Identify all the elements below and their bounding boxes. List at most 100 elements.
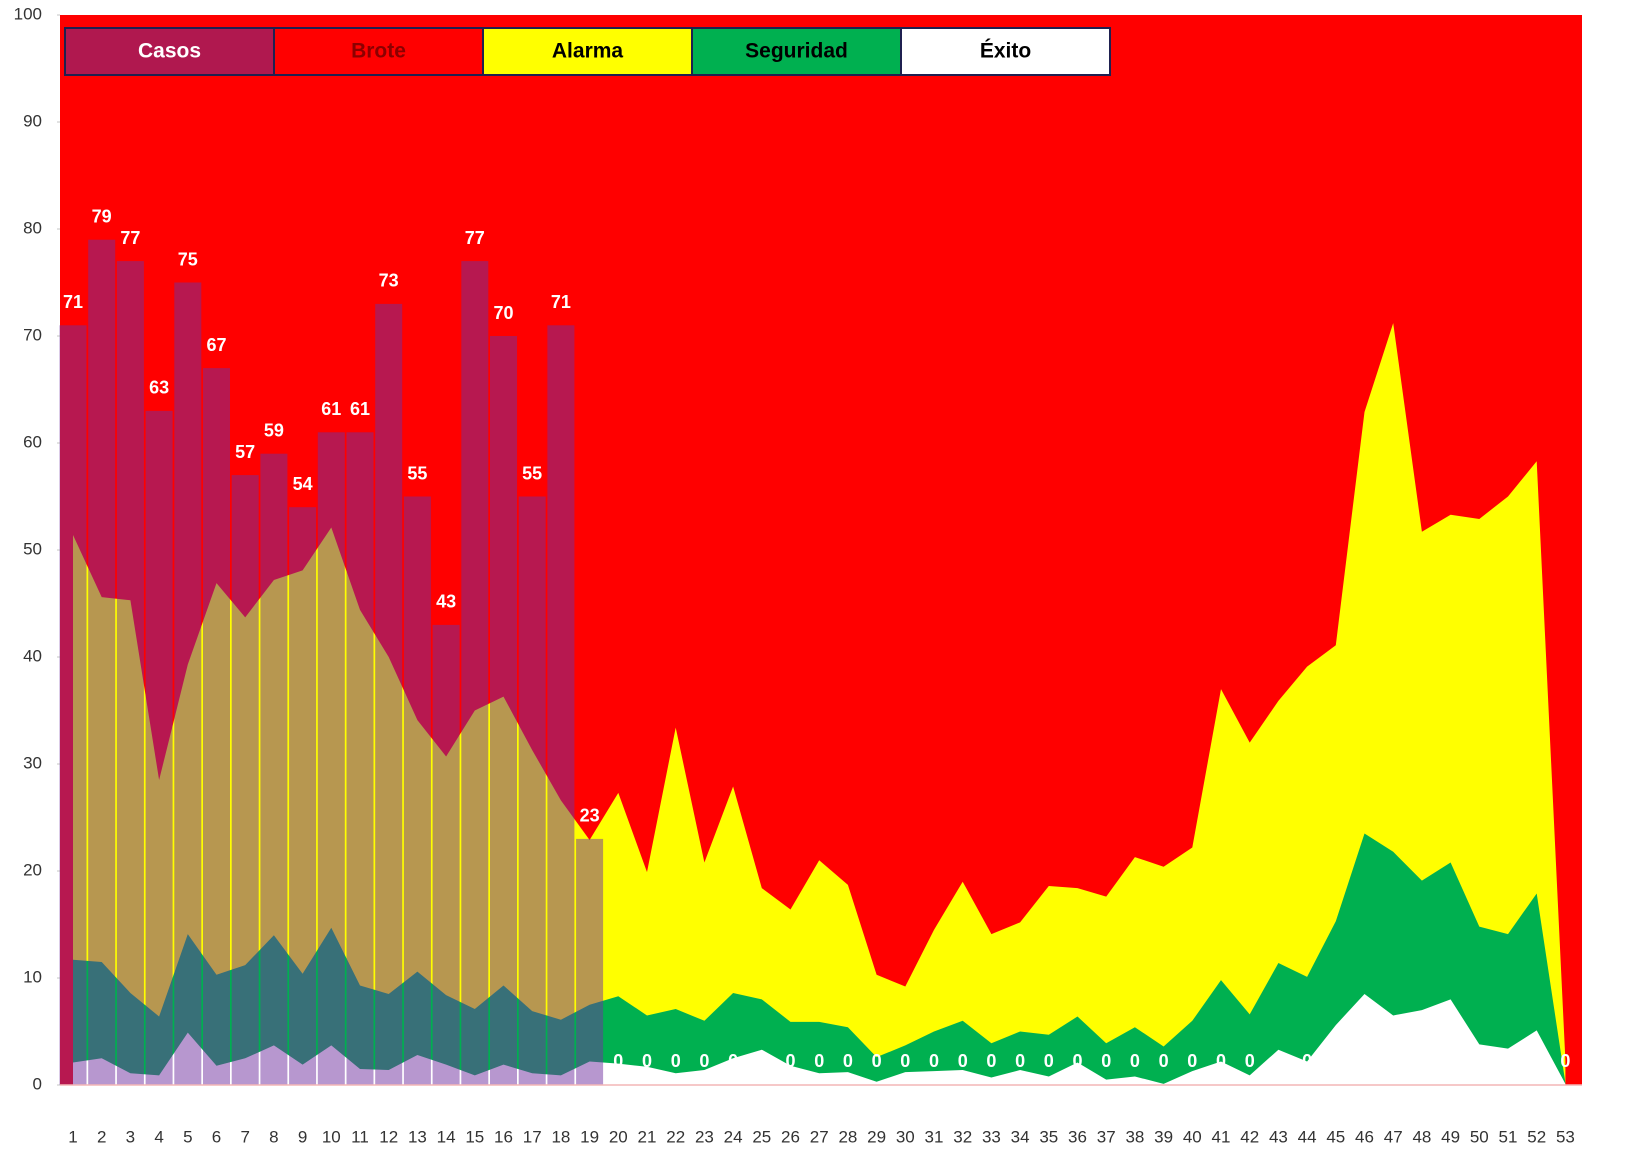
bar (490, 336, 517, 1085)
legend-swatch (482, 27, 693, 76)
data-label: 61 (350, 399, 370, 419)
y-tick-label: 30 (23, 753, 42, 772)
data-label: 71 (551, 292, 571, 312)
data-label: 0 (1273, 1051, 1283, 1071)
x-tick-label: 37 (1097, 1127, 1116, 1146)
data-label: 0 (699, 1051, 709, 1071)
x-tick-label: 24 (724, 1127, 743, 1146)
y-tick-label: 10 (23, 967, 42, 986)
y-tick-label: 40 (23, 646, 42, 665)
data-label: 55 (407, 463, 427, 483)
x-tick-label: 50 (1470, 1127, 1489, 1146)
bar (518, 496, 546, 1085)
data-label: 0 (986, 1051, 996, 1071)
data-label: 0 (785, 1051, 795, 1071)
bar (260, 453, 288, 1085)
bar (317, 432, 345, 1085)
data-label: 63 (149, 378, 169, 398)
x-tick-label: 43 (1269, 1127, 1288, 1146)
x-tick-label: 52 (1527, 1127, 1546, 1146)
x-tick-label: 39 (1154, 1127, 1173, 1146)
y-tick-label: 100 (14, 4, 42, 23)
x-tick-label: 5 (183, 1127, 192, 1146)
x-tick-label: 12 (379, 1127, 398, 1146)
x-tick-label: 31 (925, 1127, 944, 1146)
data-label: 75 (178, 249, 198, 269)
data-label: 0 (1187, 1051, 1197, 1071)
legend-swatch (900, 27, 1111, 76)
x-tick-label: 47 (1384, 1127, 1403, 1146)
bar (116, 261, 144, 1086)
x-tick-label: 22 (666, 1127, 685, 1146)
data-label: 0 (671, 1051, 681, 1071)
data-label: 0 (1245, 1051, 1255, 1071)
x-tick-label: 3 (126, 1127, 135, 1146)
x-tick-label: 53 (1556, 1127, 1575, 1146)
y-tick-label: 50 (23, 539, 42, 558)
x-tick-label: 33 (982, 1127, 1001, 1146)
data-label: 0 (613, 1051, 623, 1071)
bar (547, 325, 575, 1085)
data-label: 0 (1159, 1051, 1169, 1071)
legend-label: Alarma (552, 40, 624, 63)
bar (346, 432, 374, 1085)
data-label: 0 (1302, 1051, 1312, 1071)
data-label: 0 (1503, 1051, 1513, 1071)
data-label: 0 (1331, 1051, 1341, 1071)
legend-label: Seguridad (745, 40, 848, 63)
y-tick-label: 60 (23, 432, 42, 451)
x-tick-label: 15 (465, 1127, 484, 1146)
x-tick-label: 45 (1326, 1127, 1345, 1146)
bar (576, 838, 604, 1085)
bar (88, 239, 116, 1085)
data-label: 0 (1216, 1051, 1226, 1071)
x-tick-label: 32 (953, 1127, 972, 1146)
x-tick-label: 7 (240, 1127, 249, 1146)
bar (432, 624, 460, 1085)
x-tick-label: 48 (1412, 1127, 1431, 1146)
data-label: 0 (1474, 1051, 1484, 1071)
x-tick-label: 27 (810, 1127, 829, 1146)
x-tick-label: 19 (580, 1127, 599, 1146)
data-label: 43 (436, 592, 456, 612)
x-tick-label: 42 (1240, 1127, 1259, 1146)
data-label: 55 (522, 463, 542, 483)
y-tick-label: 20 (23, 860, 42, 879)
x-tick-label: 14 (437, 1127, 456, 1146)
data-label: 0 (642, 1051, 652, 1071)
data-label: 0 (1560, 1051, 1570, 1071)
data-label: 0 (1015, 1051, 1025, 1071)
data-label: 61 (321, 399, 341, 419)
x-tick-label: 46 (1355, 1127, 1374, 1146)
data-label: 0 (1044, 1051, 1054, 1071)
legend-label: Brote (351, 40, 406, 63)
data-label: 0 (728, 1051, 738, 1071)
data-label: 57 (235, 442, 255, 462)
data-label: 79 (92, 206, 112, 226)
legend-label: Éxito (980, 40, 1031, 63)
data-label: 77 (465, 228, 485, 248)
legend-swatch (273, 27, 484, 76)
data-label: 0 (958, 1051, 968, 1071)
x-tick-label: 21 (638, 1127, 657, 1146)
x-tick-label: 13 (408, 1127, 427, 1146)
x-tick-label: 16 (494, 1127, 513, 1146)
data-label: 59 (264, 420, 284, 440)
x-tick-label: 8 (269, 1127, 278, 1146)
bar (461, 261, 489, 1086)
data-label: 0 (814, 1051, 824, 1071)
x-tick-label: 10 (322, 1127, 341, 1146)
x-tick-label: 26 (781, 1127, 800, 1146)
data-label: 0 (1446, 1051, 1456, 1071)
x-tick-label: 11 (351, 1127, 369, 1146)
bar (403, 496, 431, 1085)
bar (174, 282, 202, 1085)
data-label: 0 (1417, 1051, 1427, 1071)
data-label: 0 (1130, 1051, 1140, 1071)
data-label: 0 (1388, 1051, 1398, 1071)
y-tick-label: 80 (23, 218, 42, 237)
data-label: 0 (900, 1051, 910, 1071)
x-tick-label: 40 (1183, 1127, 1202, 1146)
